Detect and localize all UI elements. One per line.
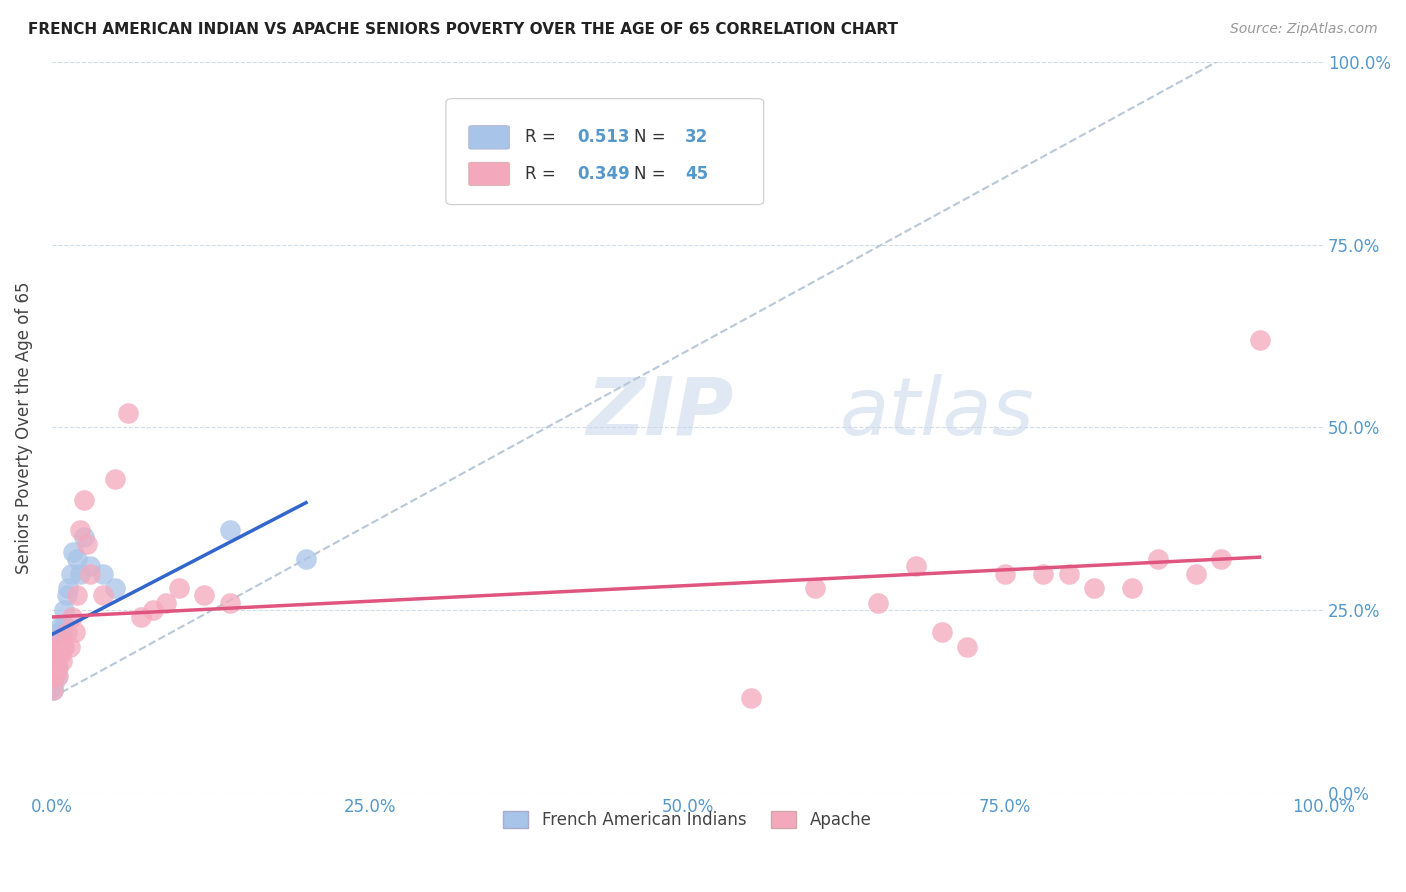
Point xyxy=(905,559,928,574)
Text: FRENCH AMERICAN INDIAN VS APACHE SENIORS POVERTY OVER THE AGE OF 65 CORRELATION : FRENCH AMERICAN INDIAN VS APACHE SENIORS… xyxy=(28,22,898,37)
Point xyxy=(117,406,139,420)
Point xyxy=(42,661,65,675)
FancyBboxPatch shape xyxy=(446,99,763,204)
Point xyxy=(60,610,83,624)
Point xyxy=(42,683,65,698)
Point xyxy=(52,640,75,654)
Point xyxy=(59,566,82,581)
Point xyxy=(868,596,890,610)
Point xyxy=(79,566,101,581)
Point xyxy=(46,669,69,683)
Point xyxy=(76,537,98,551)
Point xyxy=(45,669,67,683)
Point xyxy=(46,640,69,654)
Text: 45: 45 xyxy=(685,165,709,183)
Point xyxy=(155,596,177,610)
Point xyxy=(740,690,762,705)
Text: 0.513: 0.513 xyxy=(576,128,630,146)
Point xyxy=(931,624,953,639)
Legend: French American Indians, Apache: French American Indians, Apache xyxy=(496,804,879,836)
Text: N =: N = xyxy=(634,128,671,146)
Y-axis label: Seniors Poverty Over the Age of 65: Seniors Poverty Over the Age of 65 xyxy=(15,281,32,574)
Point xyxy=(193,589,215,603)
Point xyxy=(49,632,72,647)
Point xyxy=(218,596,240,610)
Point xyxy=(167,581,190,595)
FancyBboxPatch shape xyxy=(468,162,509,186)
Point xyxy=(45,661,67,675)
Point xyxy=(53,617,76,632)
Point xyxy=(53,640,76,654)
Point xyxy=(53,603,76,617)
Point xyxy=(994,566,1017,581)
Text: N =: N = xyxy=(634,165,671,183)
Point xyxy=(1032,566,1054,581)
Point xyxy=(46,647,69,661)
Point xyxy=(1083,581,1105,595)
Point xyxy=(79,559,101,574)
Point xyxy=(218,523,240,537)
Point xyxy=(1147,552,1170,566)
Point xyxy=(62,544,84,558)
Point xyxy=(49,647,72,661)
Point xyxy=(44,669,66,683)
Point xyxy=(63,624,86,639)
Point xyxy=(1211,552,1233,566)
Point xyxy=(51,654,73,668)
Text: ZIP: ZIP xyxy=(586,374,733,451)
Point xyxy=(803,581,825,595)
Text: atlas: atlas xyxy=(839,374,1035,451)
Point xyxy=(42,661,65,675)
Point xyxy=(66,589,89,603)
Point xyxy=(58,640,80,654)
Point xyxy=(44,676,66,690)
Point xyxy=(45,647,67,661)
Point xyxy=(1249,333,1271,347)
Point xyxy=(295,552,318,566)
Point xyxy=(72,530,94,544)
Point xyxy=(142,603,165,617)
Point xyxy=(45,661,67,675)
Point xyxy=(56,624,79,639)
Point xyxy=(44,640,66,654)
Point xyxy=(49,617,72,632)
Point xyxy=(1185,566,1208,581)
Point xyxy=(104,471,127,485)
Point xyxy=(56,589,79,603)
Point xyxy=(1057,566,1080,581)
Text: 0.349: 0.349 xyxy=(576,165,630,183)
Point xyxy=(45,654,67,668)
Point xyxy=(46,661,69,675)
Point xyxy=(956,640,979,654)
Text: Source: ZipAtlas.com: Source: ZipAtlas.com xyxy=(1230,22,1378,37)
Point xyxy=(42,669,65,683)
Point xyxy=(91,589,114,603)
Text: R =: R = xyxy=(524,128,561,146)
Text: 32: 32 xyxy=(685,128,709,146)
Text: R =: R = xyxy=(524,165,561,183)
Point xyxy=(48,632,70,647)
Point xyxy=(104,581,127,595)
Point xyxy=(91,566,114,581)
Point xyxy=(51,624,73,639)
Point xyxy=(45,654,67,668)
Point xyxy=(1121,581,1143,595)
Point xyxy=(42,683,65,698)
Point xyxy=(69,566,91,581)
Point xyxy=(69,523,91,537)
Point xyxy=(72,493,94,508)
Point xyxy=(48,624,70,639)
FancyBboxPatch shape xyxy=(468,126,509,149)
Point xyxy=(66,552,89,566)
Point xyxy=(129,610,152,624)
Point xyxy=(58,581,80,595)
Point xyxy=(48,640,70,654)
Point xyxy=(44,647,66,661)
Point xyxy=(44,654,66,668)
